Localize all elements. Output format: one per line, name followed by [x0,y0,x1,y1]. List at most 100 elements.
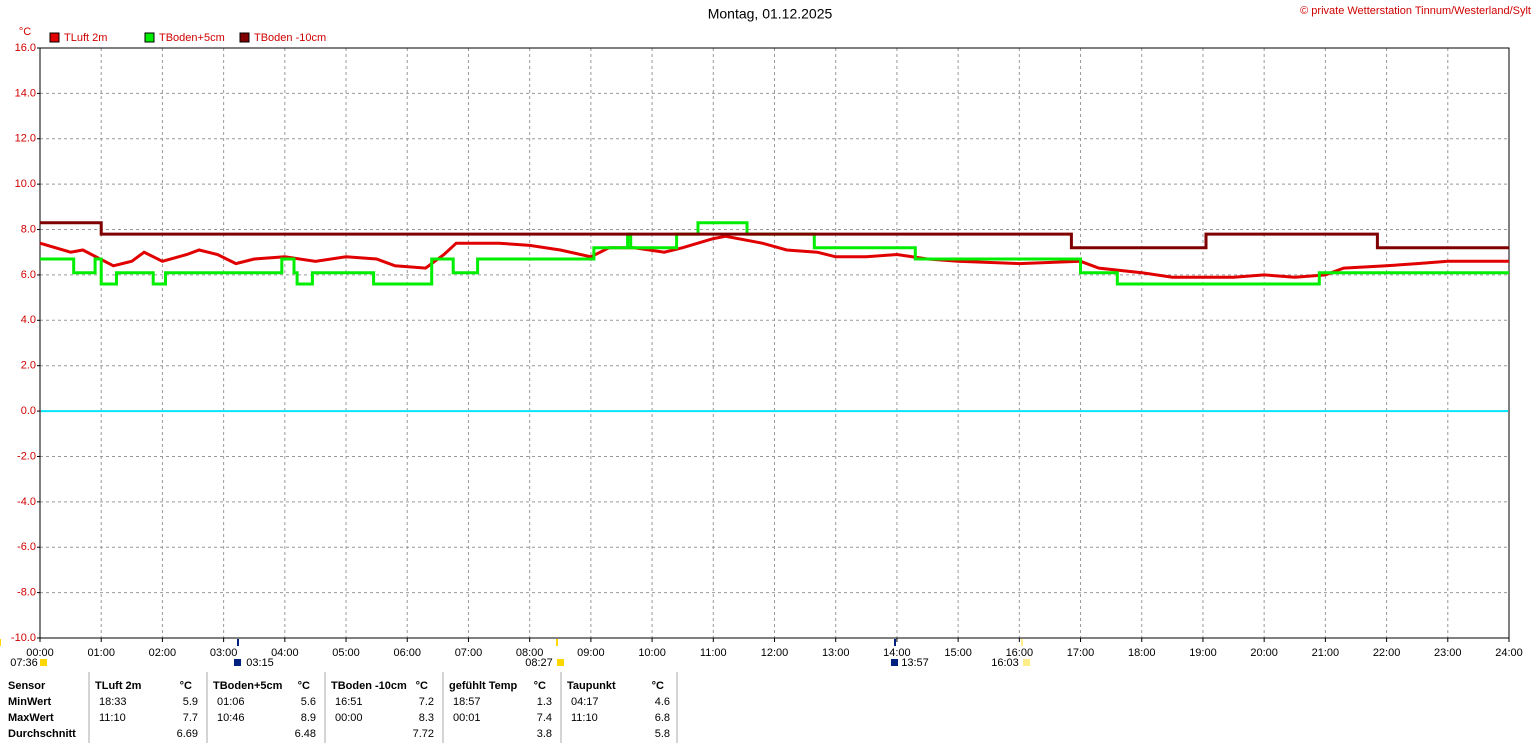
x-tick-label: 20:00 [1250,647,1278,659]
table-cell: 4.6 [655,696,670,708]
annotation-icon [1023,659,1030,666]
x-tick-label: 13:00 [822,647,850,659]
y-tick-label: -2.0 [17,450,36,462]
x-tick-label: 14:00 [883,647,911,659]
table-cell: 10:46 [217,712,245,724]
legend-swatch [239,32,250,43]
y-tick-label: -10.0 [11,632,36,644]
x-tick-label: 05:00 [332,647,360,659]
x-tick-label: 23:00 [1434,647,1462,659]
y-tick-label: -8.0 [17,587,36,599]
x-tick-label: 16:00 [1006,647,1034,659]
table-header: °C [298,680,310,692]
x-tick-label: 12:00 [761,647,789,659]
table-cell: MaxWert [8,712,54,724]
annotation-label: 03:15 [246,657,274,669]
table-header: gefühlt Temp [449,680,518,692]
x-tick-label: 10:00 [638,647,666,659]
annotation-icon [234,659,241,666]
table-cell: 3.8 [537,728,552,740]
table-header: °C [534,680,546,692]
table-header: Sensor [8,680,46,692]
table-cell: 7.72 [413,728,434,740]
plot-frame [39,47,1510,639]
table-cell: 6.8 [655,712,670,724]
table-cell: MinWert [8,696,52,708]
table-cell: 7.7 [183,712,198,724]
table-header: TLuft 2m [95,680,142,692]
x-tick-label: 09:00 [577,647,605,659]
table-cell: 8.3 [419,712,434,724]
table-cell: 11:10 [99,712,126,724]
x-tick-label: 07:00 [455,647,483,659]
table-header: TBoden+5cm [213,680,283,692]
table-cell: 7.4 [537,712,552,724]
x-tick-label: 24:00 [1495,647,1523,659]
legend-label: TBoden -10cm [254,32,326,44]
legend-swatch [49,32,60,43]
y-tick-label: 0.0 [21,405,36,417]
x-tick-label: 06:00 [393,647,421,659]
annotation-icon [40,659,47,666]
stats-table: Sensor TLuft 2m °C TBoden+5cm °C TBoden -10cm… [8,672,678,743]
x-tick-label: 02:00 [149,647,177,659]
y-unit: °C [19,26,31,38]
annotation-icon [891,659,898,666]
y-tick-label: 10.0 [15,178,36,190]
y-tick-label: 16.0 [15,42,36,54]
y-tick-label: 8.0 [21,223,36,235]
table-cell: 11:10 [571,712,598,724]
x-tick-label: 21:00 [1312,647,1340,659]
annotation-icon [557,659,564,666]
table-cell: 01:06 [217,696,245,708]
x-tick-label: 11:00 [700,647,727,659]
y-tick-label: 14.0 [15,87,36,99]
series-line [40,221,1509,286]
y-tick-label: -6.0 [17,541,36,553]
chart-title: Montag, 01.12.2025 [708,6,833,22]
annotation-label: 16:03 [991,657,1019,669]
x-tick-label: 17:00 [1067,647,1095,659]
x-tick-label: 01:00 [87,647,115,659]
table-cell: 6.48 [295,728,316,740]
table-cell: 18:33 [99,696,127,708]
x-tick-label: 18:00 [1128,647,1156,659]
legend-label: TBoden+5cm [159,32,225,44]
series-line [39,234,1509,279]
y-tick-label: 12.0 [15,133,36,145]
table-cell: 16:51 [335,696,363,708]
table-header: °C [180,680,192,692]
table-header: °C [652,680,664,692]
x-tick-label: 04:00 [271,647,299,659]
copyright: © private Wetterstation Tinnum/Westerlan… [1300,5,1531,17]
table-cell: 00:01 [453,712,481,724]
x-tick-label: 08:00 [516,647,544,659]
x-tick-label: 22:00 [1373,647,1401,659]
table-cell: Durchschnitt [8,728,76,740]
x-tick-label: 15:00 [944,647,972,659]
series-line [40,221,1509,250]
legend-swatch [144,32,155,43]
annotation-label: 13:57 [901,657,929,669]
table-header: Taupunkt [567,680,616,692]
table-cell: 6.69 [177,728,198,740]
x-tick-label: 03:00 [210,647,238,659]
y-tick-label: 4.0 [21,314,36,326]
table-cell: 8.9 [301,712,316,724]
y-tick-label: -4.0 [17,496,36,508]
table-cell: 18:57 [453,696,481,708]
table-cell: 1.3 [537,696,552,708]
x-tick-label: 19:00 [1189,647,1217,659]
table-cell: 5.6 [301,696,316,708]
y-tick-label: 2.0 [21,360,36,372]
table-cell: 5.8 [655,728,670,740]
x-tick-label: 00:00 [26,647,54,659]
table-cell: 00:00 [335,712,363,724]
table-cell: 5.9 [183,696,198,708]
y-tick-label: 6.0 [21,269,36,281]
table-cell: 04:17 [571,696,599,708]
table-header: °C [416,680,428,692]
annotation-label: 07:36 [10,657,38,669]
